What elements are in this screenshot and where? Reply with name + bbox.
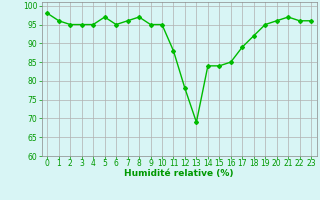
X-axis label: Humidité relative (%): Humidité relative (%) <box>124 169 234 178</box>
